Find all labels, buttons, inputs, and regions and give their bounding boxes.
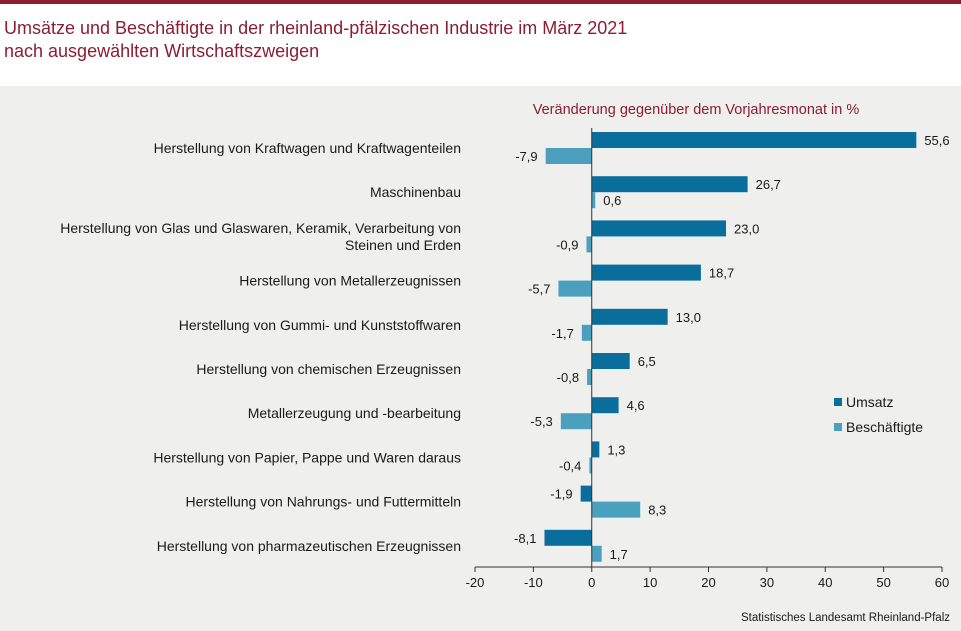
bar-group: Herstellung von Kraftwagen und Kraftwage… bbox=[60, 132, 950, 562]
category-label: Herstellung von chemischen Erzeugnissen bbox=[196, 361, 461, 377]
data-label: 13,0 bbox=[676, 310, 701, 325]
data-label: 55,6 bbox=[924, 133, 949, 148]
bar-umsatz bbox=[591, 220, 727, 237]
x-tick-label: 40 bbox=[818, 575, 832, 590]
data-label: -1,9 bbox=[550, 487, 572, 502]
bar-umsatz bbox=[544, 529, 592, 546]
chart-title-line-1: Umsätze und Beschäftigte in der rheinlan… bbox=[4, 18, 628, 38]
data-label: -0,4 bbox=[559, 458, 581, 473]
x-tick-label: 60 bbox=[935, 575, 949, 590]
legend-entry: Umsatz bbox=[846, 394, 893, 410]
bar-umsatz bbox=[591, 397, 619, 414]
x-tick-label: 10 bbox=[643, 575, 657, 590]
data-label: 4,6 bbox=[627, 398, 645, 413]
data-label: -0,8 bbox=[557, 370, 579, 385]
legend-swatch bbox=[834, 423, 842, 431]
category-label: Metallerzeugung und -bearbeitung bbox=[248, 405, 461, 421]
bar-beschaeftigte bbox=[558, 280, 592, 297]
x-tick-label: 50 bbox=[876, 575, 890, 590]
data-label: 26,7 bbox=[756, 177, 781, 192]
data-label: -5,7 bbox=[528, 282, 550, 297]
data-label: 1,3 bbox=[607, 442, 625, 457]
bar-beschaeftigte bbox=[545, 148, 592, 164]
category-label: Herstellung von Nahrungs- und Futtermitt… bbox=[186, 494, 461, 510]
bar-umsatz bbox=[591, 264, 701, 281]
legend-entry: Beschäftigte bbox=[846, 419, 923, 435]
bar-umsatz bbox=[591, 353, 630, 369]
bar-umsatz bbox=[591, 441, 600, 458]
data-label: 1,7 bbox=[610, 547, 628, 562]
category-label: Steinen und Erden bbox=[345, 237, 461, 253]
category-label: Herstellung von Papier, Pappe und Waren … bbox=[153, 449, 461, 465]
bar-beschaeftigte bbox=[581, 324, 592, 341]
bar-umsatz bbox=[591, 308, 668, 325]
chart-title-line-2: nach ausgewählten Wirtschaftszweigen bbox=[4, 41, 320, 61]
data-label: 6,5 bbox=[638, 354, 656, 369]
data-label: -7,9 bbox=[515, 149, 537, 164]
data-label: -5,3 bbox=[530, 414, 552, 429]
data-label: 18,7 bbox=[709, 266, 734, 281]
legend: Umsatz Beschäftigte bbox=[834, 394, 923, 435]
title-area: Umsätze und Beschäftigte in der rheinlan… bbox=[0, 4, 961, 74]
category-label: Herstellung von pharmazeutischen Erzeugn… bbox=[157, 538, 461, 554]
x-tick-label: 20 bbox=[701, 575, 715, 590]
x-tick-label: -10 bbox=[524, 575, 543, 590]
category-label: Herstellung von Kraftwagen und Kraftwage… bbox=[154, 140, 461, 156]
category-label: Maschinenbau bbox=[370, 184, 461, 200]
data-label: 0,6 bbox=[603, 193, 621, 208]
bar-beschaeftigte bbox=[591, 501, 641, 518]
data-label: -0,9 bbox=[556, 237, 578, 252]
bar-beschaeftigte bbox=[591, 545, 602, 562]
category-label: Herstellung von Metallerzeugnissen bbox=[239, 273, 461, 289]
data-label: -1,7 bbox=[551, 326, 573, 341]
x-axis: -20 -10 0 10 20 30 40 50 60 bbox=[466, 128, 949, 590]
data-label: 23,0 bbox=[734, 221, 759, 236]
chart-subtitle: Veränderung gegenüber dem Vorjahresmonat… bbox=[533, 102, 860, 118]
bar-beschaeftigte bbox=[591, 192, 596, 209]
bar-umsatz bbox=[591, 176, 748, 193]
category-label: Herstellung von Gummi- und Kunststoffwar… bbox=[179, 317, 461, 333]
x-tick-label: -20 bbox=[466, 575, 485, 590]
bar-beschaeftigte bbox=[586, 236, 592, 253]
data-label: 8,3 bbox=[648, 503, 666, 518]
top-accent-bar bbox=[0, 0, 961, 4]
bar-beschaeftigte bbox=[589, 457, 592, 474]
x-tick-label: 30 bbox=[760, 575, 774, 590]
bar-beschaeftigte bbox=[587, 369, 592, 385]
bar-umsatz bbox=[580, 485, 592, 502]
source-note: Statistisches Landesamt Rheinland-Pfalz bbox=[741, 612, 950, 624]
category-label: Herstellung von Glas und Glaswaren, Kera… bbox=[60, 220, 461, 236]
x-tick-label: 0 bbox=[588, 575, 595, 590]
data-label: -8,1 bbox=[514, 531, 536, 546]
legend-swatch bbox=[834, 398, 842, 406]
bar-beschaeftigte bbox=[560, 413, 592, 430]
bar-umsatz bbox=[591, 132, 917, 148]
title-separator bbox=[0, 74, 961, 86]
